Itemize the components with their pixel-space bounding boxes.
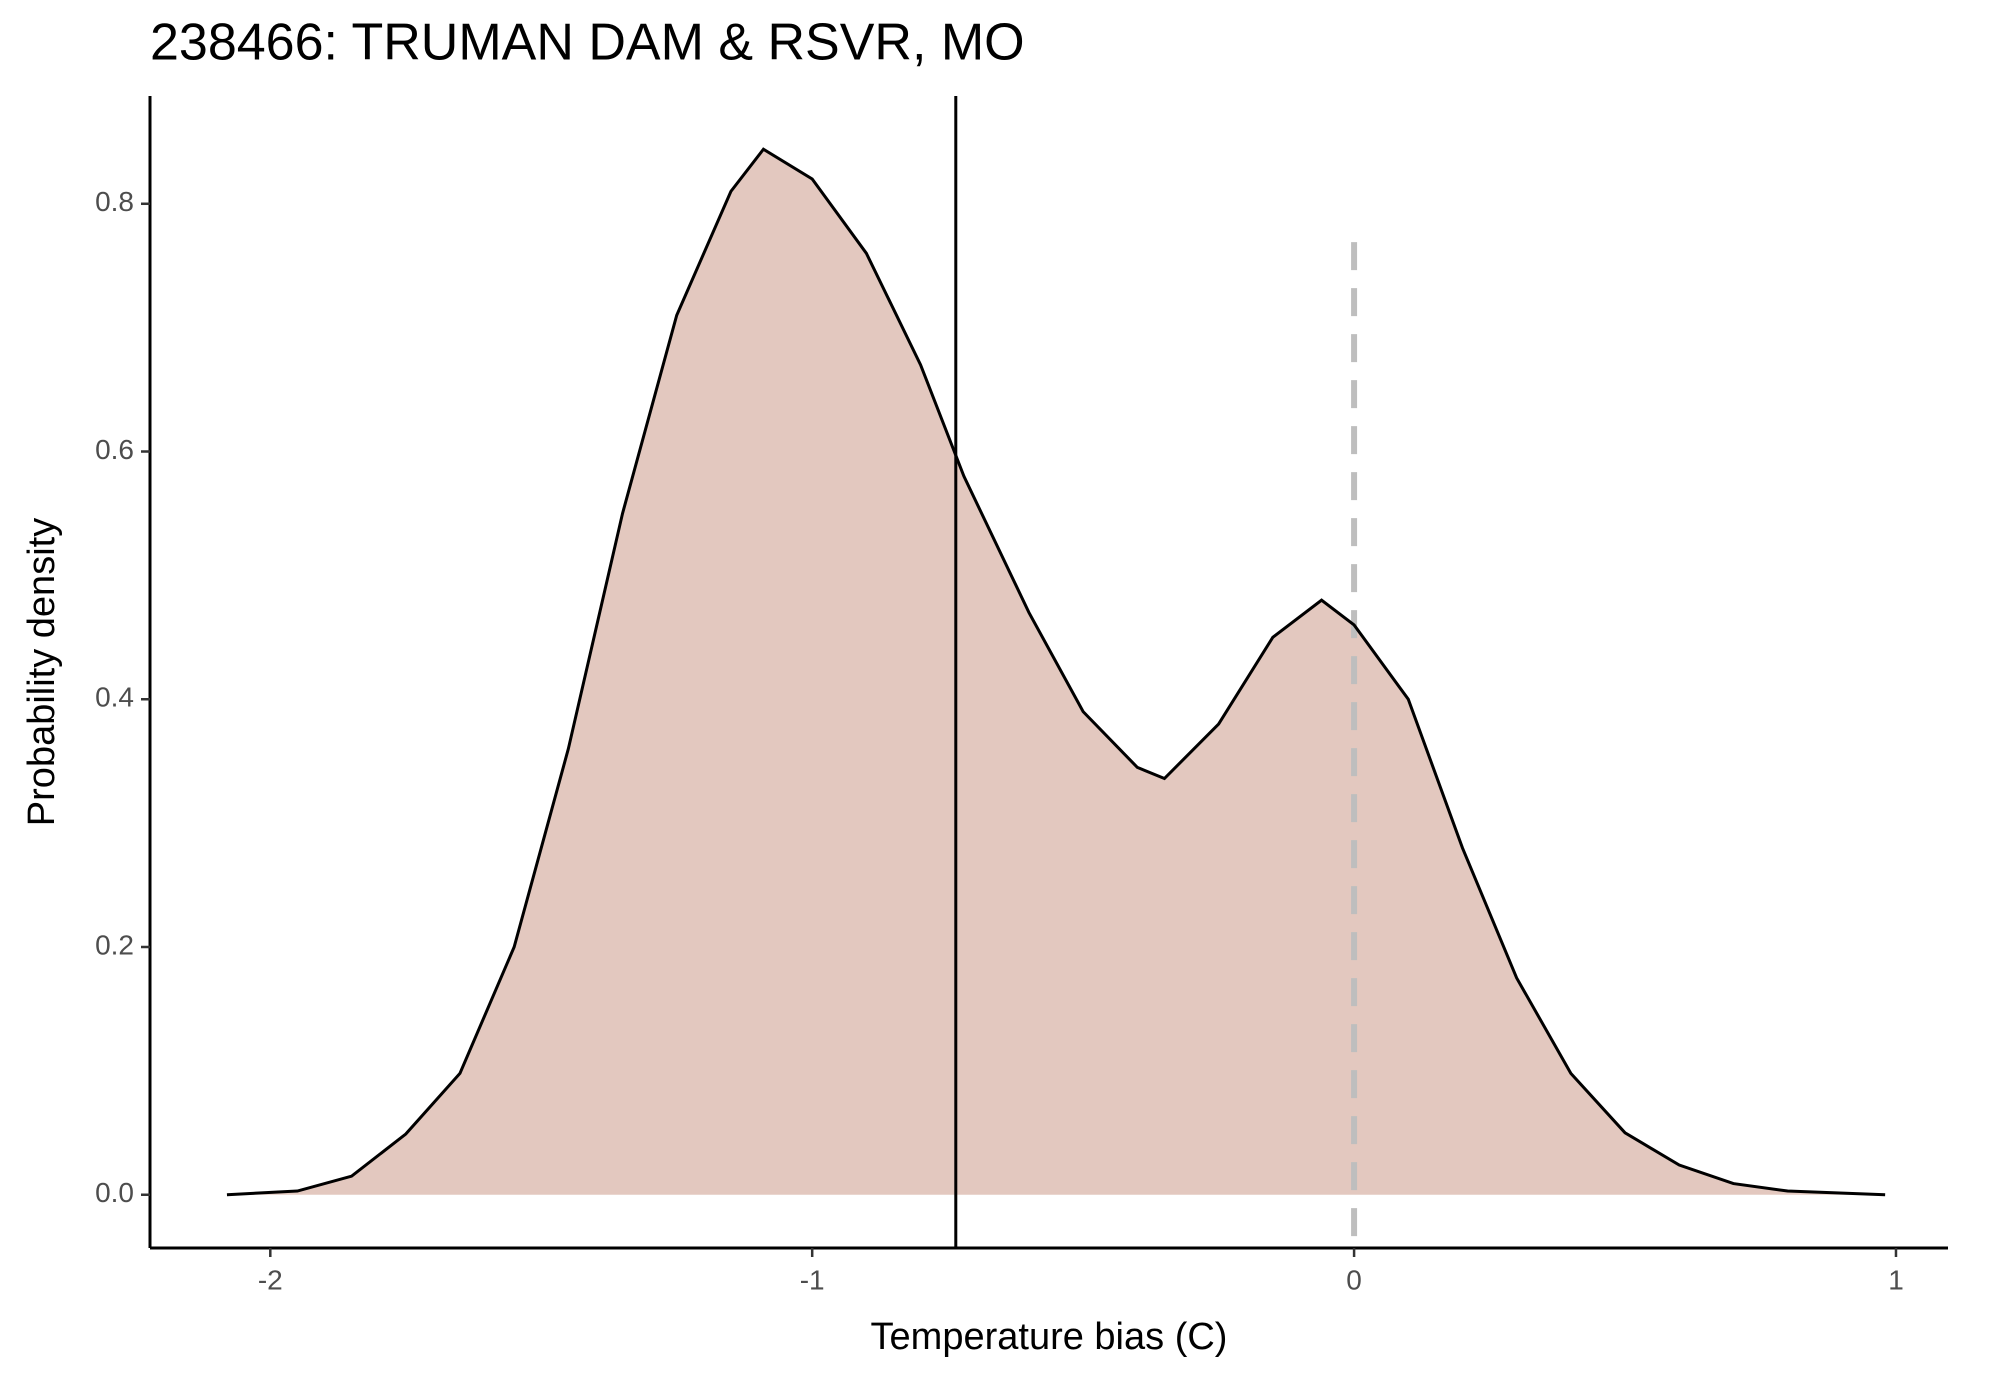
y-tick-label: 0.6 [95, 434, 134, 465]
x-tick-label: -1 [800, 1264, 825, 1295]
chart-title: 238466: TRUMAN DAM & RSVR, MO [150, 14, 1025, 72]
density-area [226, 149, 1886, 1195]
y-tick-label: 0.2 [95, 929, 134, 960]
x-axis-title: Temperature bias (C) [871, 1316, 1228, 1358]
y-tick-label: 0.0 [95, 1177, 134, 1208]
x-tick-label: 1 [1888, 1264, 1904, 1295]
y-axis-title: Probability density [21, 518, 63, 826]
y-tick-label: 0.4 [95, 682, 134, 713]
y-tick-label: 0.8 [95, 186, 134, 217]
x-tick-label: -2 [258, 1264, 283, 1295]
density-line [226, 147, 1886, 1197]
x-tick-label: 0 [1346, 1264, 1362, 1295]
